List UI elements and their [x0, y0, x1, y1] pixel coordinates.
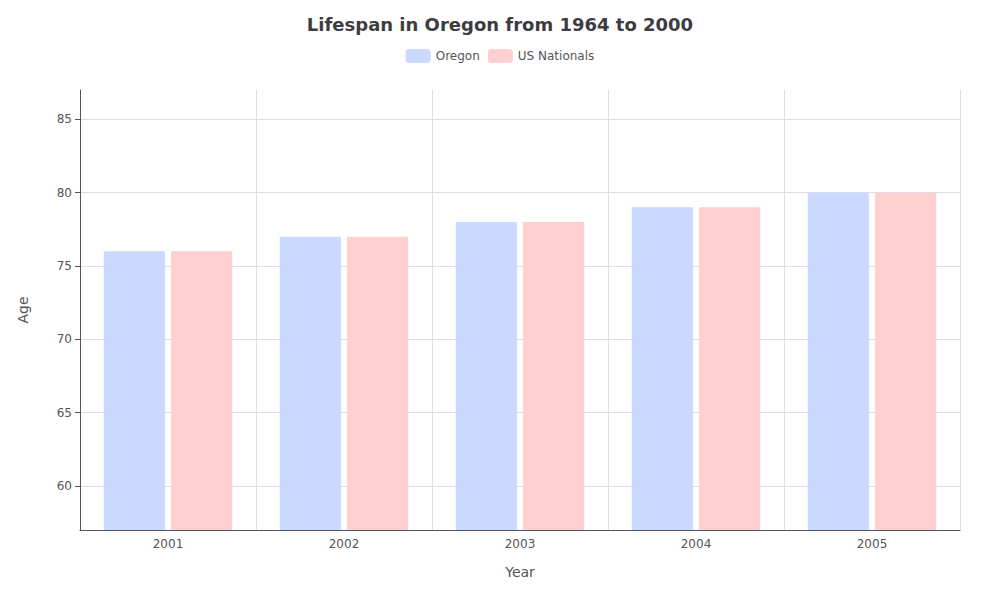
svg-text:2005: 2005 [857, 537, 888, 551]
svg-text:Lifespan in Oregon from 1964 t: Lifespan in Oregon from 1964 to 2000 [307, 14, 693, 35]
svg-text:Age: Age [15, 296, 31, 323]
svg-text:65: 65 [57, 406, 72, 420]
svg-text:2003: 2003 [505, 537, 536, 551]
svg-text:70: 70 [57, 332, 72, 346]
svg-text:60: 60 [57, 479, 72, 493]
svg-text:85: 85 [57, 112, 72, 126]
svg-text:75: 75 [57, 259, 72, 273]
svg-text:2004: 2004 [681, 537, 712, 551]
svg-text:US Nationals: US Nationals [518, 49, 594, 63]
svg-text:Oregon: Oregon [436, 49, 480, 63]
svg-text:2002: 2002 [329, 537, 360, 551]
svg-text:80: 80 [57, 186, 72, 200]
svg-text:2001: 2001 [153, 537, 184, 551]
svg-text:Year: Year [504, 564, 535, 580]
